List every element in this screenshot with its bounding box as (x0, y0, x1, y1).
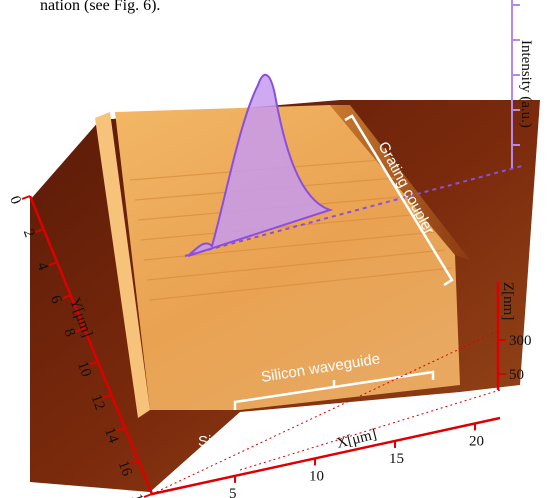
intensity-label: Intensity (a.u.) (518, 40, 534, 128)
x-tick-label: 10 (309, 468, 324, 484)
figure: nation (see Fig. 6). Intensity (a.u.) Gr… (0, 0, 551, 498)
z-axis-label: Z[nm] (500, 282, 516, 320)
x-tick-label: 20 (469, 433, 484, 449)
y-tick-label: 0 (6, 194, 24, 207)
caption: nation (see Fig. 6). (40, 0, 160, 14)
z-tick-label: 50 (509, 367, 524, 383)
x-tick-label: 15 (389, 451, 404, 467)
z-tick-label: 300 (509, 333, 532, 349)
y-tick-label: 18 (128, 492, 148, 498)
oxide-label: SiO2 (198, 433, 229, 453)
x-tick-label: 5 (229, 486, 237, 498)
